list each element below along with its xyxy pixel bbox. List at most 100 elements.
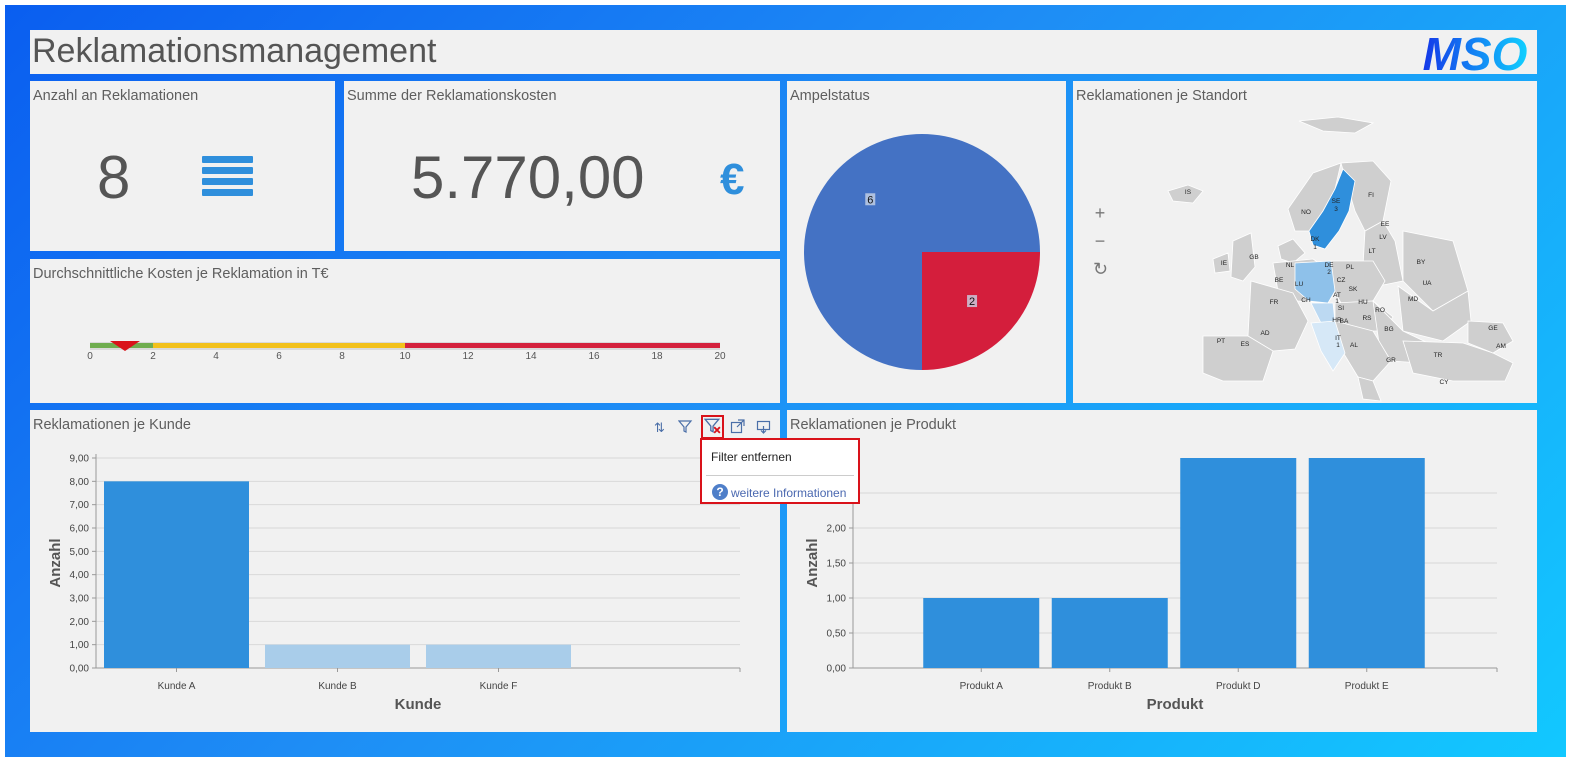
logo-text: MSO [1423, 30, 1528, 74]
filter-remove-tooltip: Filter entfernen ? weitere Informationen [700, 438, 860, 504]
maximize-icon[interactable] [729, 419, 746, 436]
bar-kunde-b [265, 644, 410, 668]
map-label: GR [1386, 357, 1396, 364]
x-tick-label: Produkt B [1088, 681, 1132, 692]
x-tick-label: Produkt E [1345, 681, 1389, 692]
pie-slice-1 [922, 252, 1040, 370]
map-label: AL [1350, 342, 1358, 349]
map-label: SI [1338, 305, 1344, 312]
gauge-tick-label: 20 [714, 351, 726, 362]
bullet-gauge: 0 2 4 6 8 10 12 14 16 18 20 [87, 329, 726, 369]
x-tick-label: Kunde B [318, 681, 357, 692]
gauge-title: Durchschnittliche Kosten je Reklamation … [33, 266, 329, 282]
x-tick-label: Produkt A [960, 681, 1004, 692]
map-label: LV [1379, 234, 1387, 241]
kpi-count-title: Anzahl an Reklamationen [33, 88, 199, 104]
help-icon[interactable]: ? [712, 484, 728, 500]
bar-produkt-d [1180, 458, 1297, 668]
ampel-pie-chart: 62 [804, 134, 1040, 370]
gauge-tick-label: 0 [87, 351, 93, 362]
y-tick-label: 1,00 [827, 594, 847, 605]
map-label: DE [1324, 262, 1334, 269]
y-tick-label: 0,00 [70, 664, 90, 675]
y-axis-title: Anzahl [804, 538, 821, 587]
y-tick-label: 1,50 [827, 559, 847, 570]
map-label: NL [1286, 262, 1295, 269]
gauge-tick-label: 8 [339, 351, 345, 362]
map-region-gb [1230, 232, 1256, 282]
euro-icon: € [720, 155, 745, 204]
product-chart-title: Reklamationen je Produkt [790, 417, 957, 433]
x-axis-title: Produkt [1147, 696, 1204, 713]
y-axis-title: Anzahl [47, 538, 64, 587]
filter-icon[interactable] [677, 419, 694, 436]
map-label: 1 [1313, 244, 1317, 251]
bar-produkt-a [923, 598, 1040, 668]
gauge-panel: Durchschnittliche Kosten je Reklamation … [30, 259, 780, 403]
map-label: LT [1368, 248, 1375, 255]
zoom-out-button[interactable]: − [1094, 231, 1106, 251]
y-tick-label: 0,50 [827, 629, 847, 640]
map-region-sweden [1308, 168, 1356, 250]
y-tick-label: 7,00 [70, 500, 90, 511]
x-axis-title: Kunde [395, 696, 442, 713]
map-label: IS [1185, 189, 1192, 196]
list-icon [202, 156, 253, 198]
map-label: GE [1488, 325, 1498, 332]
map-panel: Reklamationen je Standort + − ↻ [1073, 81, 1537, 403]
map-label: BA [1340, 318, 1349, 325]
product-chart-panel: Reklamationen je Produkt 0,00 0,50 1,00 1,5… [787, 410, 1537, 732]
y-tick-label: 0,00 [827, 664, 847, 675]
map-region-ie [1212, 252, 1231, 274]
map-label: FI [1368, 192, 1374, 199]
y-tick-label: 3,00 [70, 594, 90, 605]
map-label: GB [1249, 254, 1258, 261]
map-label: SK [1349, 286, 1358, 293]
customer-chart-title: Reklamationen je Kunde [33, 417, 191, 433]
more-info-link[interactable]: weitere Informationen [731, 486, 847, 500]
map-label: 3 [1334, 206, 1338, 213]
kpi-cost-title: Summe der Reklamationskosten [347, 88, 557, 104]
customer-bar-chart[interactable]: 0,00 1,00 2,00 3,00 4,00 5,00 6,00 7,00 8,00 9,00… [30, 410, 780, 732]
export-icon[interactable] [755, 419, 772, 436]
map-label: NO [1301, 209, 1311, 216]
customer-chart-panel: Reklamationen je Kunde ⇅ 0,00 1,00 2,00 3,0… [30, 410, 780, 732]
dashboard-header: Reklamationsmanagement MSO [30, 30, 1537, 74]
y-tick-label: 5,00 [70, 547, 90, 558]
map-label: PL [1346, 264, 1354, 271]
y-tick-label: 6,00 [70, 524, 90, 535]
map-label: CH [1301, 297, 1311, 304]
y-tick-label: 2,00 [827, 524, 847, 535]
map-label: TR [1434, 352, 1443, 359]
tooltip-title: Filter entfernen [711, 450, 792, 464]
map-label: CY [1439, 379, 1449, 386]
map-label: ES [1241, 341, 1250, 348]
gauge-tick-label: 14 [525, 351, 537, 362]
map-region-turkey [1402, 340, 1514, 382]
gauge-band-1 [153, 343, 405, 348]
ampel-title: Ampelstatus [790, 88, 870, 104]
map-label: EE [1381, 221, 1390, 228]
sort-icon[interactable]: ⇅ [654, 420, 665, 435]
map-label: LU [1295, 281, 1304, 288]
map-region-north [1298, 116, 1375, 134]
map-region-caucasus [1467, 320, 1514, 354]
map-label: UA [1422, 280, 1432, 287]
gauge-tick-label: 2 [150, 351, 156, 362]
pie-label-1: 2 [969, 296, 975, 308]
pie-label-bg-1 [967, 295, 978, 308]
map-label: AT [1333, 292, 1341, 299]
zoom-in-button[interactable]: + [1094, 203, 1106, 223]
pie-label-bg-0 [865, 193, 876, 206]
bar-kunde-a [104, 481, 249, 668]
map-label: MD [1408, 296, 1418, 303]
map-label: AD [1260, 330, 1269, 337]
kpi-count-value: 8 [97, 144, 131, 211]
pie-label-0: 6 [867, 194, 873, 206]
product-bar-chart[interactable]: 0,000,501,001,502,002,50Produkt AProdukt… [787, 410, 1537, 732]
map-label: DK [1310, 236, 1320, 243]
y-tick-label: 2,00 [70, 617, 90, 628]
reset-view-button[interactable]: ↻ [1093, 259, 1109, 279]
bar-produkt-e [1308, 458, 1425, 668]
